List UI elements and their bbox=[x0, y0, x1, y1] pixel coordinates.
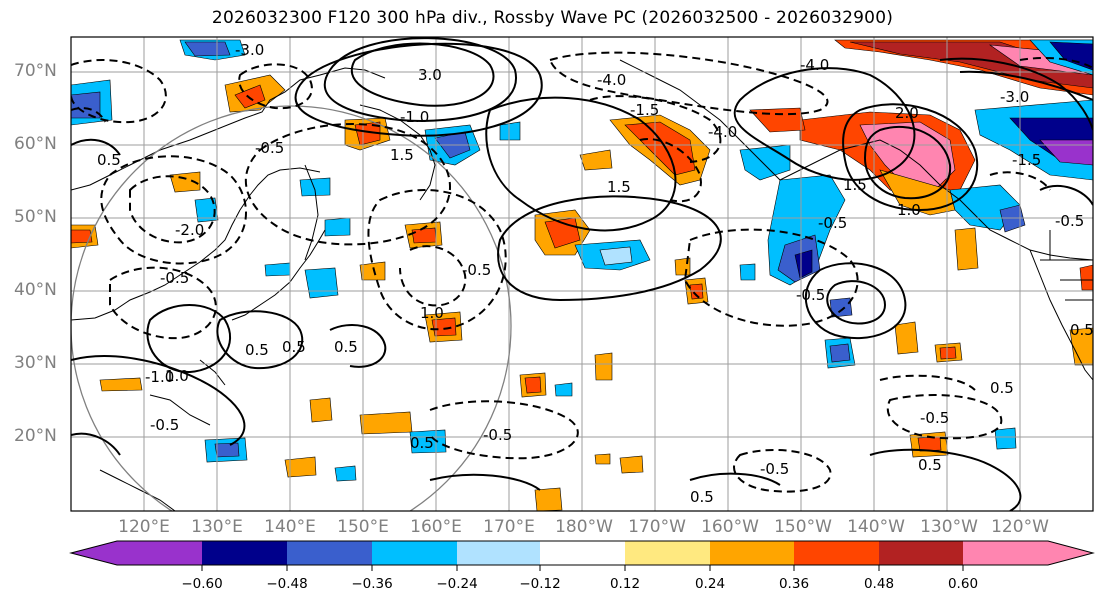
lat-label-30n: 30°N bbox=[14, 353, 57, 373]
contour-label: 0.5 bbox=[690, 488, 714, 506]
contour-label: -0.5 bbox=[796, 286, 825, 304]
contour-label: -1.5 bbox=[1012, 151, 1041, 169]
colorbar-tick-label: 0.24 bbox=[694, 576, 726, 592]
contour-label: 1.0 bbox=[165, 367, 189, 385]
contour-label: -2.0 bbox=[175, 221, 204, 239]
colorbar-bin bbox=[457, 541, 540, 565]
colorbar-high-extend bbox=[1048, 541, 1093, 565]
lon-label: 120°W bbox=[991, 517, 1049, 537]
lon-label: 130°W bbox=[920, 517, 978, 537]
colorbar-bin bbox=[540, 541, 625, 565]
lon-label: 140°W bbox=[847, 517, 905, 537]
contour-label: 1.5 bbox=[843, 176, 867, 194]
colorbar-tick-label: −0.12 bbox=[519, 576, 561, 592]
contour-labels: -4.0 -4.0 -4.0 -3.0 -3.0 -2.0 -1.5 -1.5 … bbox=[97, 41, 1094, 506]
contour-label: 3.0 bbox=[418, 66, 442, 84]
lat-label-60n: 60°N bbox=[14, 134, 57, 154]
contour-label: -0.5 bbox=[920, 409, 949, 427]
lat-label-20n: 20°N bbox=[14, 426, 57, 446]
contour-label: 1.0 bbox=[420, 304, 444, 322]
contour-label: -4.0 bbox=[800, 56, 829, 74]
colorbar-tick-label: 0.12 bbox=[609, 576, 641, 592]
lon-label: 170°E bbox=[483, 517, 535, 537]
colorbar-bin bbox=[710, 541, 794, 565]
contour-label: -1.5 bbox=[630, 101, 659, 119]
map-title: 2026032300 F120 300 hPa div., Rossby Wav… bbox=[211, 8, 894, 28]
colorbar-bin bbox=[625, 541, 710, 565]
contour-label: -1.0 bbox=[400, 108, 429, 126]
lon-label: 120°E bbox=[118, 517, 170, 537]
negative-contours bbox=[71, 51, 1093, 493]
contour-label: -1.0 bbox=[145, 368, 174, 386]
contour-label: 0.5 bbox=[410, 434, 434, 452]
lon-label: 140°E bbox=[264, 517, 316, 537]
contour-label: -0.5 bbox=[818, 214, 847, 232]
contour-label: -0.5 bbox=[760, 460, 789, 478]
contour-label: -0.5 bbox=[150, 416, 179, 434]
contour-label: 0.5 bbox=[97, 151, 121, 169]
colorbar-tick-label: −0.24 bbox=[436, 576, 478, 592]
contour-label: 0.5 bbox=[282, 338, 306, 356]
contour-label: 1.5 bbox=[390, 146, 414, 164]
colorbar-bin bbox=[372, 541, 457, 565]
colorbar-bin bbox=[879, 541, 963, 565]
contour-label: 0.5 bbox=[245, 341, 269, 359]
colorbar-tick-label: 0.36 bbox=[778, 576, 810, 592]
contour-label: 0.5 bbox=[990, 379, 1014, 397]
map-plot-area: -4.0 -4.0 -4.0 -3.0 -3.0 -2.0 -1.5 -1.5 … bbox=[71, 37, 1094, 511]
colorbar-bin bbox=[117, 541, 202, 565]
lon-label: 180°W bbox=[555, 517, 613, 537]
lon-label: 170°W bbox=[628, 517, 686, 537]
contour-label: -3.0 bbox=[1000, 88, 1029, 106]
lon-label: 150°E bbox=[337, 517, 389, 537]
contour-label: -0.5 bbox=[462, 261, 491, 279]
lon-label: 160°E bbox=[410, 517, 462, 537]
colorbar-tick-label: 0.48 bbox=[863, 576, 895, 592]
lat-label-40n: 40°N bbox=[14, 280, 57, 300]
colorbar-bin bbox=[287, 541, 372, 565]
colorbar-tick-label: −0.60 bbox=[181, 576, 223, 592]
positive-contours bbox=[71, 37, 1093, 511]
colorbar-bin bbox=[963, 541, 1048, 565]
colorbar-tick-label: −0.48 bbox=[266, 576, 308, 592]
contour-label: 2.0 bbox=[895, 104, 919, 122]
coastlines bbox=[71, 59, 1093, 511]
contour-label: -0.5 bbox=[1055, 212, 1084, 230]
contour-label: -4.0 bbox=[597, 71, 626, 89]
graticule bbox=[71, 37, 1093, 511]
colorbar bbox=[69, 540, 1095, 571]
lon-label: 150°W bbox=[774, 517, 832, 537]
lon-label: 130°E bbox=[191, 517, 243, 537]
contour-label: 0.5 bbox=[1070, 321, 1094, 339]
colorbar-bin bbox=[202, 541, 287, 565]
contour-label: -3.0 bbox=[235, 41, 264, 59]
lat-label-70n: 70°N bbox=[14, 61, 57, 81]
lat-label-50n: 50°N bbox=[14, 207, 57, 227]
contour-label: 1.0 bbox=[897, 201, 921, 219]
colorbar-low-extend bbox=[71, 541, 117, 565]
colorbar-bin bbox=[794, 541, 879, 565]
contour-label: 1.5 bbox=[607, 178, 631, 196]
contour-label: 0.5 bbox=[334, 338, 358, 356]
lon-label: 160°W bbox=[701, 517, 759, 537]
contour-label: -4.0 bbox=[708, 123, 737, 141]
contour-label: -0.5 bbox=[160, 269, 189, 287]
contour-label: 0.5 bbox=[918, 456, 942, 474]
contour-label: -0.5 bbox=[255, 139, 284, 157]
contour-label: -0.5 bbox=[483, 426, 512, 444]
colorbar-tick-label: −0.36 bbox=[351, 576, 393, 592]
analysis-circle bbox=[71, 105, 512, 511]
colorbar-tick-label: 0.60 bbox=[947, 576, 979, 592]
map-border bbox=[70, 36, 1094, 512]
